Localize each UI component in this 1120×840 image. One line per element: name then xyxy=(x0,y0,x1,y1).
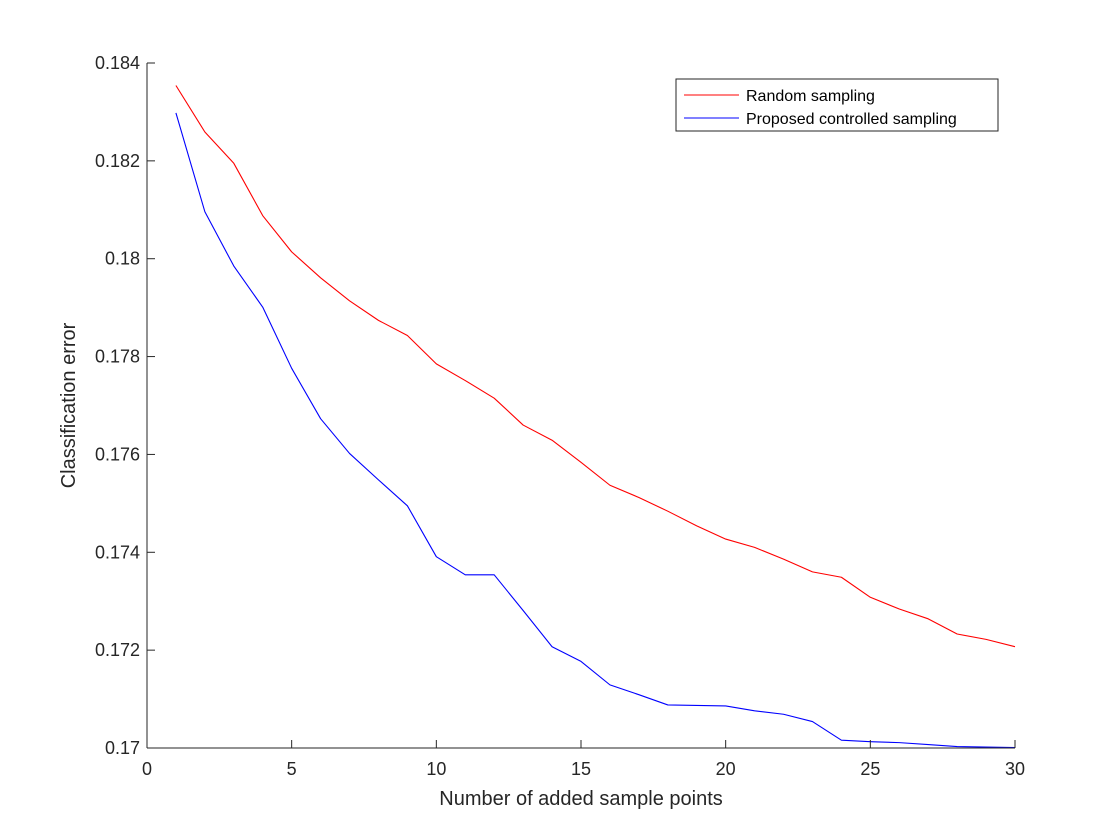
axes-layer xyxy=(146,62,1016,749)
series-line-1 xyxy=(175,85,1016,648)
x-tick-label: 5 xyxy=(287,759,297,779)
x-tick-label: 15 xyxy=(571,759,591,779)
series-line-2 xyxy=(175,112,1016,749)
y-tick-label: 0.176 xyxy=(95,444,140,464)
labels-layer: 0 5 10 15 20 25 30 0.17 0.172 0.174 0.176 0.178 0.18… xyxy=(58,53,1025,810)
legend-label-1: Random sampling xyxy=(746,88,875,105)
y-tick-label: 0.182 xyxy=(95,151,140,171)
x-tick-label: 10 xyxy=(426,759,446,779)
plot-area-background xyxy=(147,63,1015,748)
y-tick-label: 0.18 xyxy=(105,249,140,269)
y-tick-label: 0.184 xyxy=(95,53,140,73)
y-tick-label: 0.172 xyxy=(95,640,140,660)
y-tick-label: 0.17 xyxy=(105,738,140,758)
series-layer xyxy=(175,85,1016,749)
y-tick-label: 0.174 xyxy=(95,542,140,562)
legend-box xyxy=(675,78,999,132)
x-tick-label: 25 xyxy=(860,759,880,779)
y-axis-title: Classification error xyxy=(58,322,80,488)
x-tick-label: 20 xyxy=(716,759,736,779)
legend-label-2: Proposed controlled sampling xyxy=(746,111,957,128)
legend: Random sampling Proposed controlled sampl… xyxy=(675,78,999,132)
x-tick-label: 30 xyxy=(1005,759,1025,779)
y-tick-label: 0.178 xyxy=(95,347,140,367)
x-axis-title: Number of added sample points xyxy=(439,788,723,810)
x-tick-label: 0 xyxy=(142,759,152,779)
